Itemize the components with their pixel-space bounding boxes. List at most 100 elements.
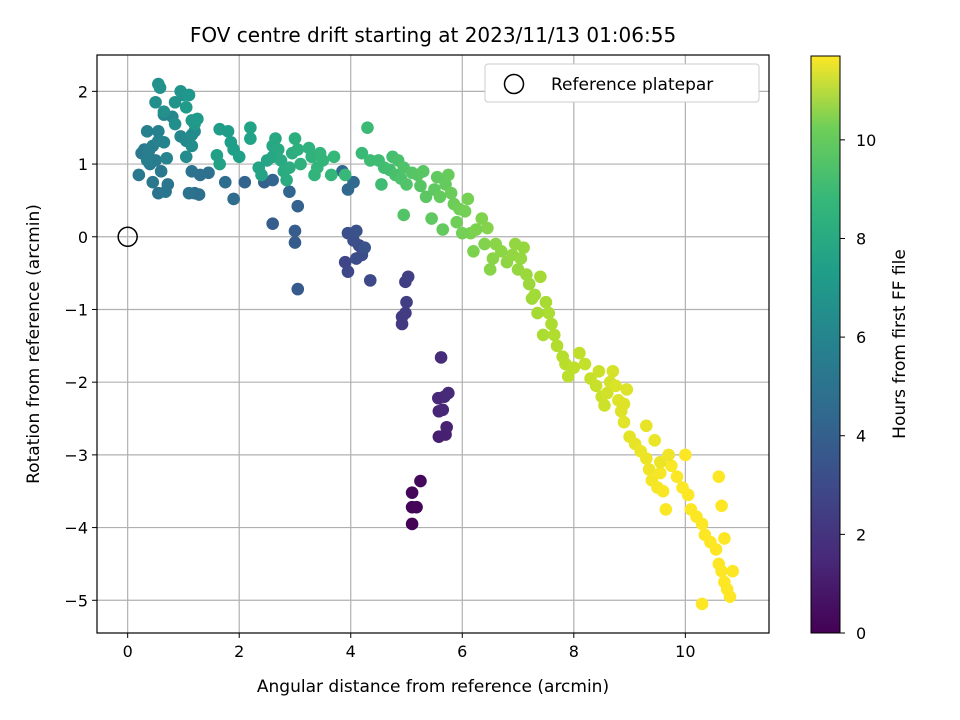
- data-point: [547, 328, 561, 342]
- data-point: [436, 403, 450, 417]
- data-point: [414, 179, 427, 193]
- data-point: [294, 157, 307, 171]
- x-tick-label: 10: [675, 642, 695, 661]
- data-point: [478, 237, 491, 251]
- data-point: [433, 190, 447, 204]
- data-point: [681, 488, 695, 502]
- x-tick-label: 0: [123, 642, 133, 661]
- data-point: [665, 459, 678, 473]
- data-point: [726, 564, 740, 578]
- data-point: [244, 121, 257, 135]
- reference-marker: [117, 226, 138, 248]
- data-point: [291, 143, 305, 156]
- gridlines: [97, 55, 769, 633]
- y-tick-label: −4: [64, 519, 88, 538]
- data-point: [656, 484, 670, 498]
- data-point: [355, 146, 369, 160]
- data-point: [444, 186, 458, 200]
- x-tick-label: 6: [457, 642, 467, 661]
- data-point: [288, 236, 302, 249]
- data-point: [679, 448, 692, 462]
- data-point: [266, 173, 279, 187]
- data-point: [495, 245, 508, 258]
- data-point: [232, 150, 246, 164]
- data-point: [405, 486, 419, 499]
- legend-marker: [503, 73, 525, 95]
- data-point: [213, 157, 226, 171]
- data-point: [670, 470, 684, 483]
- data-point: [350, 252, 363, 265]
- y-tick-label: −3: [64, 446, 88, 465]
- data-point: [442, 386, 455, 400]
- data-point: [514, 252, 528, 265]
- data-point: [185, 139, 199, 153]
- data-point: [338, 168, 352, 182]
- data-point: [283, 185, 296, 198]
- data-point: [419, 190, 433, 204]
- data-point: [531, 306, 544, 320]
- data-point: [179, 150, 193, 164]
- legend-entry-reference: Reference platepar: [551, 75, 713, 95]
- data-point: [161, 178, 175, 191]
- colorbar-ticks: 0 2 4 6 8 10: [840, 131, 876, 643]
- data-point: [450, 215, 464, 229]
- data-point: [132, 168, 146, 182]
- data-point: [481, 221, 494, 235]
- data-point: [274, 154, 288, 167]
- data-point: [715, 564, 728, 578]
- data-point: [341, 265, 355, 278]
- data-point: [255, 168, 268, 182]
- data-point: [375, 178, 388, 191]
- data-point: [400, 178, 413, 191]
- data-point: [442, 168, 455, 182]
- data-point: [185, 165, 199, 178]
- data-point: [153, 81, 167, 95]
- data-point: [617, 397, 631, 411]
- data-point: [401, 270, 415, 284]
- data-point: [455, 226, 469, 240]
- data-point: [157, 105, 171, 119]
- data-point: [723, 590, 737, 603]
- data-point: [324, 168, 338, 182]
- data-point: [238, 175, 252, 189]
- data-point: [291, 199, 305, 213]
- data-point: [600, 386, 614, 400]
- data-point: [522, 277, 536, 291]
- data-point: [606, 364, 620, 378]
- data-point: [467, 245, 480, 258]
- data-point: [400, 295, 413, 309]
- data-point: [573, 346, 586, 360]
- data-point: [617, 415, 631, 429]
- data-point: [542, 306, 556, 320]
- data-point: [567, 361, 581, 374]
- data-point: [434, 351, 448, 364]
- data-point: [269, 132, 282, 145]
- data-point: [520, 268, 533, 281]
- data-point: [291, 282, 305, 296]
- scatter-points: [117, 77, 740, 611]
- data-point: [310, 161, 324, 174]
- data-point: [192, 188, 206, 201]
- data-point: [361, 121, 374, 135]
- data-point: [436, 223, 450, 236]
- data-point: [266, 217, 279, 230]
- x-axis: 0 2 4 6 8 10: [123, 633, 696, 661]
- colorbar-tick-label: 10: [856, 131, 876, 150]
- x-tick-label: 2: [234, 642, 244, 661]
- data-point: [146, 175, 160, 189]
- data-point: [578, 357, 592, 371]
- data-point: [486, 252, 500, 265]
- y-tick-label: 1: [78, 155, 88, 174]
- data-point: [416, 165, 430, 178]
- data-point: [140, 125, 154, 138]
- colorbar-tick-label: 6: [856, 328, 866, 347]
- colorbar-gradient: [810, 55, 841, 634]
- data-point: [152, 125, 165, 138]
- data-point: [288, 224, 302, 238]
- data-point: [182, 186, 196, 200]
- data-point: [715, 499, 728, 513]
- data-point: [350, 224, 363, 238]
- data-point: [592, 364, 606, 378]
- data-point: [358, 241, 371, 254]
